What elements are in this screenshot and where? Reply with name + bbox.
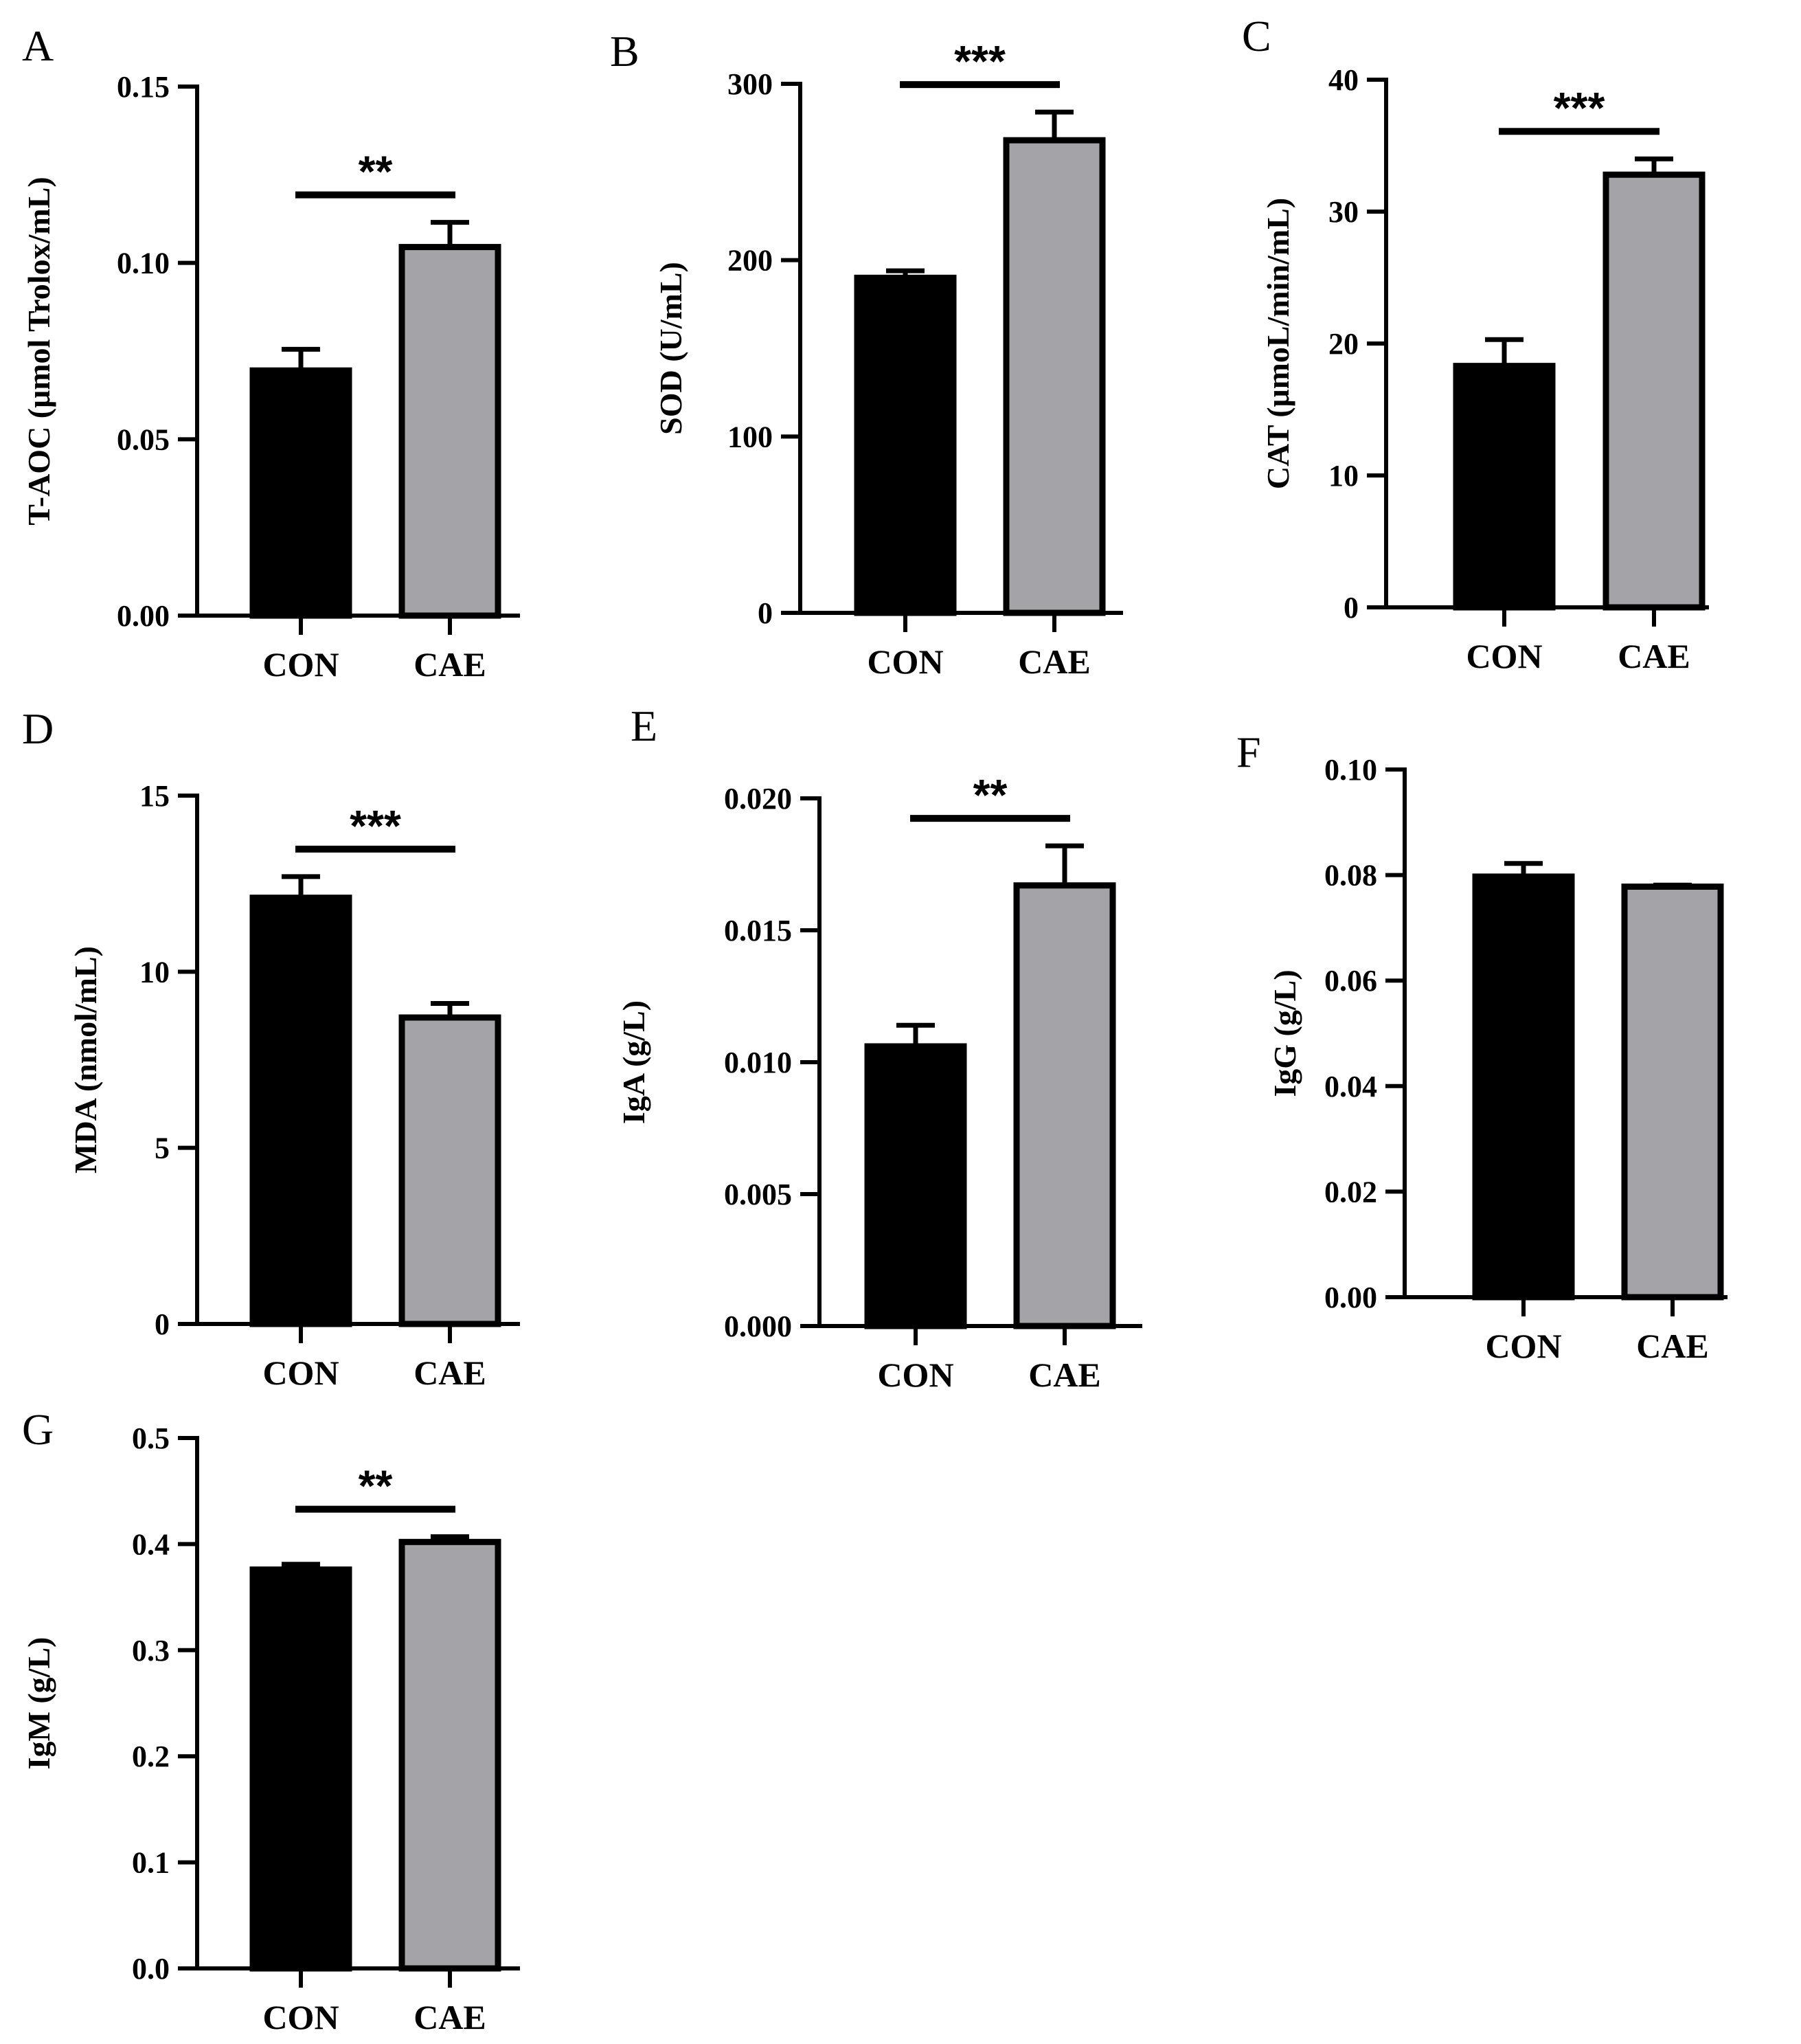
panel-e-ytick-label: 0.015 — [724, 914, 792, 947]
panel-b-significance-label: *** — [954, 36, 1006, 86]
panel-f-ytick-label: 0.08 — [1324, 859, 1377, 892]
panel-b-xtick-label: CAE — [1018, 642, 1091, 681]
panel-a-xtick-label: CON — [262, 645, 339, 684]
panel-e-y-axis-title: IgA (g/L) — [616, 1000, 651, 1124]
panel-f-letter: F — [1236, 728, 1261, 776]
panel-b-y-axis-title: SOD (U/mL) — [653, 262, 688, 435]
panel-a-xtick-label: CAE — [414, 645, 486, 684]
panel-e: E CON CAE 0.000 0.005 0.010 0.015 0.020 IgA (g/L… — [616, 701, 1142, 1394]
panel-d-xtick-label: CON — [262, 1354, 339, 1392]
panel-e-ytick-label: 0.000 — [724, 1310, 792, 1343]
panel-c-bar-cae — [1602, 171, 1706, 611]
panel-f-xtick-label: CON — [1485, 1327, 1561, 1365]
panel-c: C CON CAE 0 10 20 30 40 CAT (μmoL/min/mL) *** — [1242, 12, 1709, 675]
panel-a-ytick-label: 0.15 — [117, 70, 170, 104]
panel-d-ytick-label: 15 — [139, 779, 170, 813]
panel-f-ytick-label: 0.00 — [1324, 1281, 1377, 1314]
panel-a-bar-con — [249, 367, 352, 619]
panel-g-bar-con — [249, 1566, 352, 1972]
panel-c-ytick-label: 20 — [1328, 327, 1359, 361]
panel-b-bar-con — [854, 274, 957, 616]
panel-a-y-axis-title: T-AOC (μmol Trolox/mL) — [21, 177, 56, 525]
panel-a-ytick-label: 0.10 — [117, 247, 170, 280]
panel-f-bar-con — [1472, 873, 1575, 1301]
panel-b: B CON CAE 0 100 200 300 SOD (U/mL) *** — [610, 27, 1123, 681]
panel-d-ytick-label: 0 — [155, 1307, 170, 1341]
panel-a-ytick-label: 0.05 — [117, 423, 170, 456]
panel-d: D CON CAE 0 5 10 15 MDA (nmol/mL) *** — [22, 704, 520, 1392]
panel-c-letter: C — [1242, 12, 1271, 60]
panel-d-ytick-label: 10 — [139, 955, 170, 989]
panel-g-ytick-label: 0.1 — [132, 1846, 170, 1880]
panel-f-ytick-label: 0.02 — [1324, 1175, 1377, 1209]
panel-c-ytick-label: 30 — [1328, 195, 1359, 229]
panel-d-ytick-label: 5 — [155, 1132, 170, 1165]
panel-g-ytick-label: 0.4 — [132, 1527, 170, 1561]
panel-f-ytick-label: 0.04 — [1324, 1070, 1377, 1103]
panel-g-ytick-label: 0.2 — [132, 1740, 170, 1773]
panel-c-y-axis-title: CAT (μmoL/min/mL) — [1260, 198, 1295, 489]
panel-b-ytick-label: 100 — [727, 420, 773, 453]
panel-c-xtick-label: CAE — [1618, 637, 1690, 675]
panel-b-ytick-label: 300 — [727, 67, 773, 101]
panel-e-ytick-label: 0.020 — [724, 782, 792, 816]
panel-e-ytick-label: 0.005 — [724, 1178, 792, 1211]
panel-b-bar-cae — [1003, 137, 1106, 616]
panel-d-y-axis-title: MDA (nmol/mL) — [68, 946, 103, 1173]
panel-a-significance-label: ** — [359, 147, 393, 196]
panel-d-bar-cae — [398, 1014, 501, 1327]
panel-e-letter: E — [631, 701, 657, 750]
panel-b-ytick-label: 0 — [758, 596, 773, 630]
panel-d-significance-label: *** — [350, 801, 401, 851]
panel-e-ytick-label: 0.010 — [724, 1046, 792, 1079]
panel-d-letter: D — [22, 704, 54, 753]
panel-g: G CON CAE 0.0 0.1 0.2 0.3 0.4 0.5 IgM (g/L) ** — [21, 1405, 520, 2036]
panel-a-bar-cae — [398, 244, 501, 619]
panel-f-bar-cae — [1621, 883, 1724, 1301]
panel-c-ytick-label: 40 — [1328, 63, 1359, 97]
panel-g-ytick-label: 0.0 — [132, 1952, 170, 1986]
panel-g-letter: G — [22, 1405, 54, 1454]
panel-f-ytick-label: 0.10 — [1324, 753, 1377, 787]
panel-f-xtick-label: CAE — [1636, 1327, 1709, 1365]
panel-c-significance-label: *** — [1554, 83, 1605, 133]
panel-a: A CON CAE 0.00 0.05 0.10 0.15 T-AOC (μmol Trolo… — [21, 21, 520, 684]
panel-f-ytick-label: 0.06 — [1324, 964, 1377, 998]
panel-d-bar-con — [249, 895, 352, 1327]
panel-b-ytick-label: 200 — [727, 244, 773, 278]
panel-f: F CON CAE 0.00 0.02 0.04 0.06 0.08 0.10 IgG (g/L) — [1236, 728, 1728, 1365]
panel-g-significance-label: ** — [359, 1461, 393, 1511]
panel-g-xtick-label: CON — [262, 1998, 339, 2036]
panel-c-xtick-label: CON — [1466, 637, 1542, 675]
panel-b-letter: B — [610, 27, 639, 76]
panel-b-xtick-label: CON — [867, 642, 943, 681]
panel-e-xtick-label: CON — [877, 1356, 953, 1394]
panel-e-xtick-label: CAE — [1028, 1356, 1101, 1394]
panel-a-ytick-label: 0.00 — [117, 599, 170, 633]
panel-g-bar-cae — [398, 1538, 501, 1972]
panel-a-letter: A — [22, 21, 54, 70]
panel-c-ytick-label: 0 — [1344, 591, 1359, 625]
panel-e-bar-cae — [1013, 882, 1116, 1329]
panel-c-ytick-label: 10 — [1328, 459, 1359, 493]
panel-g-xtick-label: CAE — [414, 1998, 486, 2036]
panel-f-y-axis-title: IgG (g/L) — [1267, 969, 1302, 1097]
panel-c-bar-con — [1453, 363, 1556, 611]
panel-e-bar-con — [864, 1043, 967, 1329]
panel-g-ytick-label: 0.3 — [132, 1634, 170, 1667]
panel-g-y-axis-title: IgM (g/L) — [21, 1637, 56, 1770]
panel-g-ytick-label: 0.5 — [132, 1422, 170, 1455]
panel-d-xtick-label: CAE — [414, 1354, 486, 1392]
panel-e-significance-label: ** — [973, 770, 1008, 820]
